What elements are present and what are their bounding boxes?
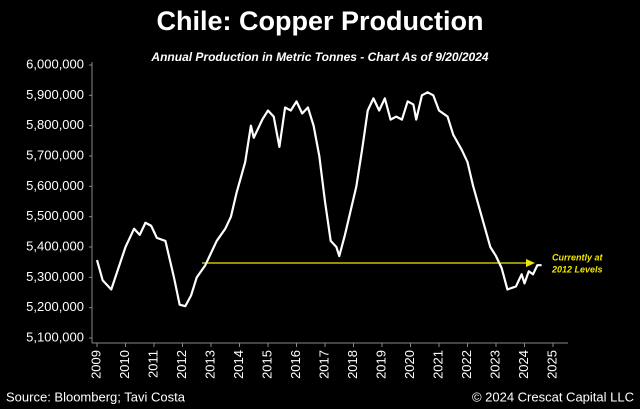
y-tick-label: 5,400,000	[26, 238, 84, 253]
source: Source: Bloomberg; Tavi Costa	[6, 389, 186, 404]
y-tick-label: 6,000,000	[26, 56, 84, 71]
y-tick-label: 5,800,000	[26, 117, 84, 132]
arrow-head	[526, 259, 535, 267]
x-tick-label: 2023	[487, 350, 502, 379]
chart-subtitle: Annual Production in Metric Tonnes - Cha…	[150, 50, 488, 64]
y-tick-label: 5,600,000	[26, 178, 84, 193]
x-tick-label: 2011	[145, 350, 160, 378]
annotation: Currently at	[552, 252, 604, 262]
x-tick-label: 2017	[316, 350, 331, 379]
x-tick-label: 2024	[516, 350, 531, 379]
x-tick-label: 2014	[231, 350, 246, 379]
x-tick-label: 2016	[288, 350, 303, 379]
y-tick-label: 5,900,000	[26, 87, 84, 102]
x-tick-label: 2013	[202, 350, 217, 379]
x-tick-label: 2020	[402, 350, 417, 379]
x-tick-label: 2021	[430, 350, 445, 379]
x-tick-label: 2019	[373, 350, 388, 379]
data-line	[95, 91, 542, 308]
y-tick-label: 5,700,000	[26, 147, 84, 162]
x-tick-label: 2015	[259, 350, 274, 379]
y-tick-label: 5,500,000	[26, 208, 84, 223]
x-tick-label: 2010	[117, 350, 132, 379]
chart-title: Chile: Copper Production	[157, 6, 484, 36]
x-tick-label: 2009	[88, 350, 103, 379]
copyright: © 2024 Crescat Capital LLC	[472, 389, 634, 404]
y-tick-label: 5,300,000	[26, 269, 84, 284]
annotation: 2012 Levels	[551, 264, 603, 274]
y-tick-label: 5,100,000	[26, 329, 84, 344]
x-tick-label: 2018	[345, 350, 360, 379]
y-tick-label: 5,200,000	[26, 299, 84, 314]
x-tick-label: 2012	[174, 350, 189, 379]
x-tick-label: 2022	[459, 350, 474, 379]
x-tick-label: 2025	[544, 350, 559, 379]
